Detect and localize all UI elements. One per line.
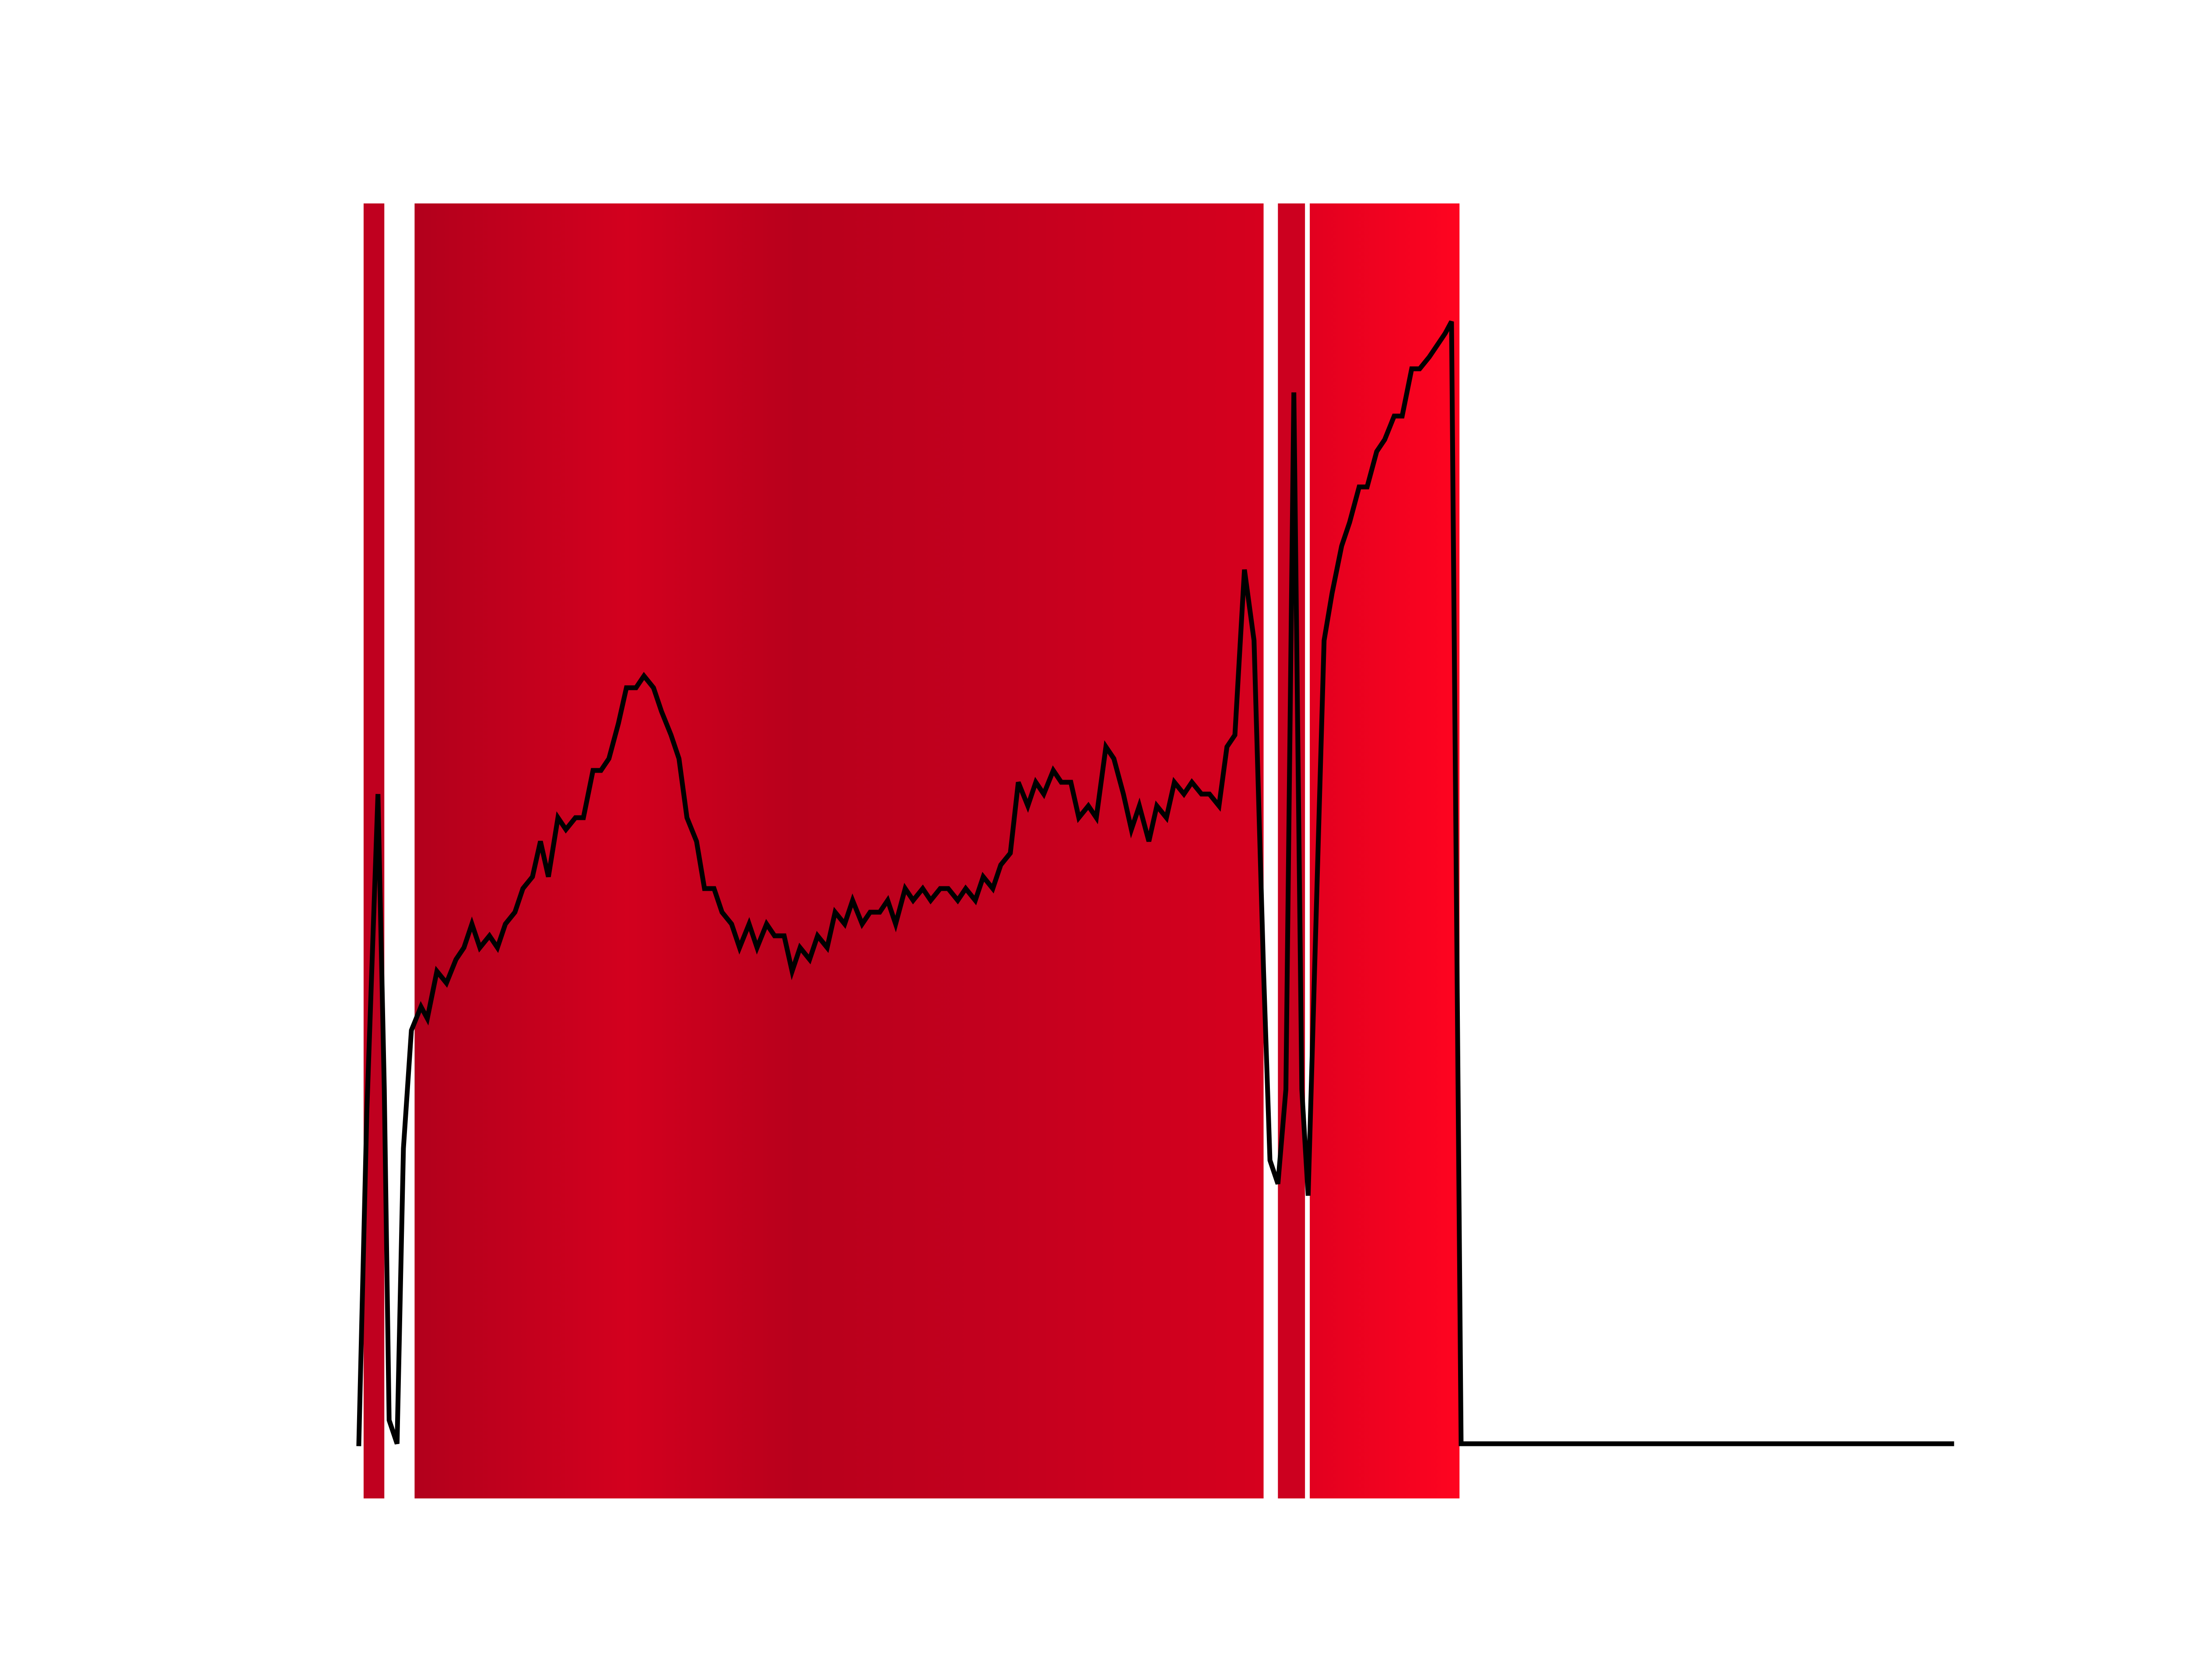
series-line-1 (356, 320, 1954, 1446)
band-4 (1310, 203, 1460, 1498)
band-2 (414, 203, 1264, 1498)
bands-layer (363, 203, 1460, 1498)
series-layer (356, 320, 1954, 1446)
